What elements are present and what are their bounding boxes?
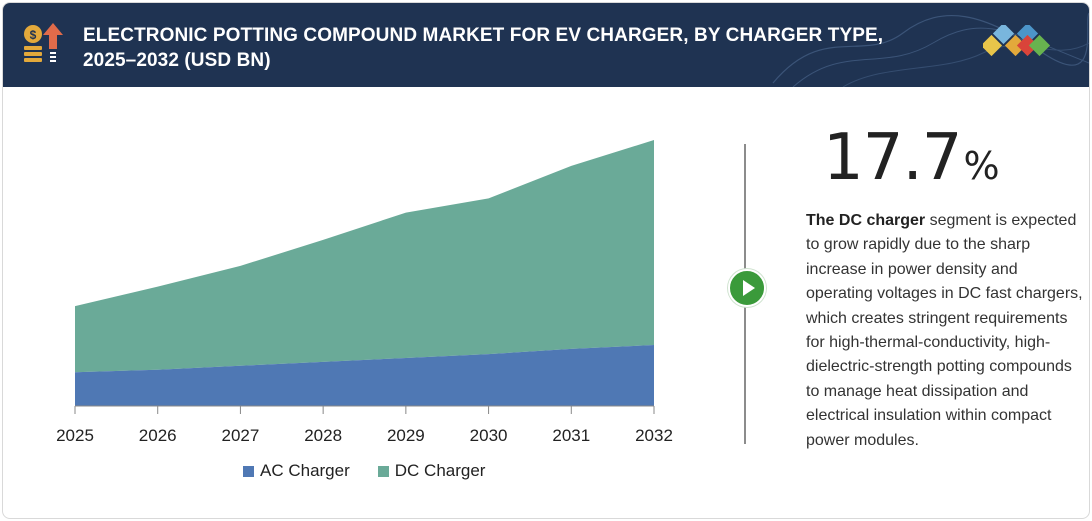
x-tick-label-2029: 2029: [387, 426, 425, 445]
segment-description: The DC charger segment is expected to gr…: [806, 209, 1084, 453]
x-tick-label-2032: 2032: [635, 426, 673, 445]
header-bar: $ ELECTRONIC POTTING COMPOUND MARKET FOR…: [3, 3, 1089, 87]
brand-diamonds-logo: [983, 25, 1051, 57]
x-tick-label-2031: 2031: [552, 426, 590, 445]
svg-text:$: $: [30, 28, 37, 42]
cagr-value: 17.7: [823, 121, 962, 195]
legend-swatch-dc: [377, 465, 389, 477]
legend-item-ac: AC Charger: [243, 461, 350, 481]
title-line-2: 2025–2032 (USD BN): [83, 50, 271, 71]
play-arrow-icon: [728, 269, 766, 307]
x-tick-label-2027: 2027: [222, 426, 260, 445]
stacked-area-chart: 2025 2026 2027 2028 2029 2030 2031 2032: [56, 140, 673, 445]
cagr-stat: 17.7%: [823, 121, 1000, 195]
legend-swatch-ac: [243, 465, 254, 477]
x-tick-label-2030: 2030: [470, 426, 508, 445]
market-growth-icon: $: [24, 23, 63, 62]
description-text: segment is expected to grow rapidly due …: [806, 212, 1083, 449]
legend-label-dc: DC Charger: [394, 461, 486, 480]
chart-title: ELECTRONIC POTTING COMPOUND MARKET FOR E…: [83, 23, 903, 73]
chart-legend: AC Charger DC Charger: [243, 461, 485, 481]
title-line-1: ELECTRONIC POTTING COMPOUND MARKET FOR E…: [83, 25, 884, 46]
cagr-unit: %: [963, 144, 1000, 188]
area-dc-charger: [75, 140, 654, 373]
x-tick-label-2026: 2026: [139, 426, 177, 445]
area-ac-charger: [75, 345, 654, 406]
legend-label-ac: AC Charger: [260, 461, 350, 480]
description-highlight: The DC charger: [806, 212, 926, 229]
x-tick-label-2025: 2025: [56, 426, 94, 445]
x-tick-label-2028: 2028: [304, 426, 342, 445]
legend-item-dc: DC Charger: [377, 461, 486, 481]
